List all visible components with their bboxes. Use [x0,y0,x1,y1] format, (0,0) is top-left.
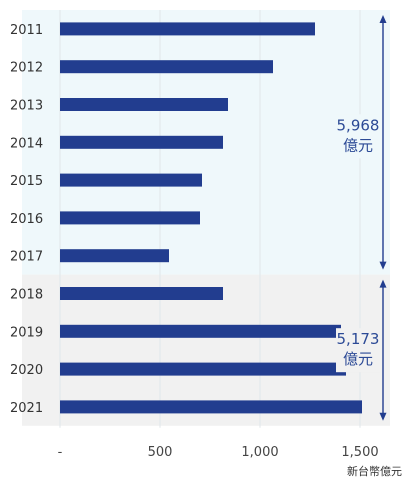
arrow-head-up [379,15,387,23]
group-total-unit: 億元 [343,136,373,154]
bar [60,324,341,338]
x-tick-label: 1,000 [241,445,278,460]
bar [60,98,228,111]
group-annotations: 5,968 億元 5,173 億元 [336,15,387,421]
category-label: 2017 [10,250,43,265]
category-label: 2014 [10,136,43,151]
x-tick-label: - [58,445,63,460]
bar [60,22,315,36]
bar [60,211,200,225]
x-tick-label: 500 [148,445,173,460]
group-total-value: 5,968 [337,116,380,134]
category-label: 2020 [10,363,43,378]
arrow-head-down [379,412,387,421]
unit-label: 新台幣億元 [347,464,402,478]
category-label: 2012 [10,61,43,76]
bars [60,22,362,414]
bar [60,400,362,414]
x-axis-ticks: - 500 1,000 1,500 [58,445,379,460]
category-label: 2016 [10,212,43,227]
bar [60,173,202,187]
category-label: 2021 [10,401,43,416]
bar [60,60,273,74]
bar [60,249,169,263]
group-label-backdrop [336,328,380,373]
group-label-backdrop [336,114,380,159]
category-labels: 2011 2012 2013 2014 2015 2016 2017 2018 2019 2020… [10,23,43,416]
bar [60,287,223,300]
arrow-head-up [379,279,387,288]
group-total-unit: 億元 [343,350,373,368]
category-label: 2013 [10,99,43,114]
bar [60,362,346,376]
group-total-value: 5,173 [337,330,380,348]
category-label: 2015 [10,174,43,189]
arrow-head-down [379,261,387,270]
category-label: 2011 [10,23,43,38]
x-tick-label: 1,500 [341,445,378,460]
category-label: 2019 [10,325,43,340]
category-label: 2018 [10,288,43,303]
bar [60,135,223,149]
